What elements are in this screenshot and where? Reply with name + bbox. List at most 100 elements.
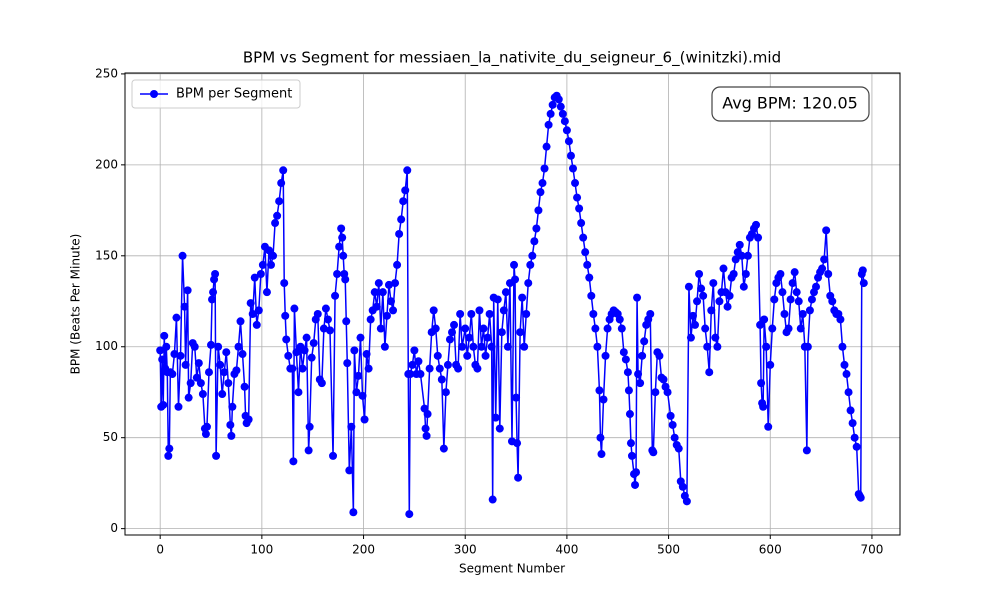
- data-point: [532, 224, 541, 233]
- data-point: [232, 366, 241, 375]
- data-point: [741, 269, 750, 278]
- data-point: [491, 413, 500, 422]
- x-tick-label: 700: [860, 543, 883, 557]
- data-point: [401, 186, 410, 195]
- x-tick-label: 500: [657, 543, 680, 557]
- data-point: [382, 311, 391, 320]
- data-point: [156, 346, 165, 355]
- data-point: [625, 410, 634, 419]
- data-point: [599, 395, 608, 404]
- data-point: [575, 204, 584, 213]
- x-axis-label: Segment Number: [459, 562, 565, 576]
- data-point: [416, 370, 425, 379]
- data-point: [450, 320, 459, 329]
- data-point: [414, 357, 423, 366]
- data-point: [688, 311, 697, 320]
- data-point: [626, 439, 635, 448]
- data-point: [467, 310, 476, 319]
- data-point: [591, 324, 600, 333]
- data-point: [481, 351, 490, 360]
- data-point: [695, 269, 704, 278]
- data-point: [828, 297, 837, 306]
- data-point: [693, 297, 702, 306]
- data-point: [663, 388, 672, 397]
- data-point: [802, 446, 811, 455]
- data-point: [212, 451, 221, 460]
- data-point: [180, 302, 189, 311]
- data-point: [764, 422, 773, 431]
- data-point: [836, 315, 845, 324]
- data-point: [319, 324, 328, 333]
- data-point: [571, 179, 580, 188]
- data-point: [743, 251, 752, 260]
- data-point: [194, 359, 203, 368]
- data-point: [627, 451, 636, 460]
- data-point: [666, 411, 675, 420]
- data-point: [323, 315, 332, 324]
- data-point: [858, 266, 867, 275]
- data-point: [250, 273, 259, 282]
- y-tick-label: 0: [110, 521, 118, 535]
- data-point: [405, 510, 414, 519]
- data-point: [528, 251, 537, 260]
- data-point: [275, 197, 284, 206]
- data-point: [384, 280, 393, 289]
- data-point: [699, 291, 708, 300]
- data-point: [222, 348, 231, 357]
- data-point: [425, 364, 434, 373]
- data-point: [497, 328, 506, 337]
- data-point: [226, 420, 235, 429]
- data-point: [158, 355, 167, 364]
- data-point: [659, 375, 668, 384]
- data-point: [621, 355, 630, 364]
- data-point: [534, 206, 543, 215]
- data-point: [364, 364, 373, 373]
- data-point: [391, 279, 400, 288]
- data-point: [337, 224, 346, 233]
- data-point: [358, 391, 367, 400]
- data-point: [558, 109, 567, 118]
- data-point: [651, 388, 660, 397]
- data-point: [562, 126, 571, 135]
- data-point: [269, 251, 278, 260]
- data-point: [619, 348, 628, 357]
- data-point: [818, 264, 827, 273]
- data-point: [304, 446, 313, 455]
- data-point: [461, 324, 470, 333]
- data-point: [280, 279, 289, 288]
- data-point: [579, 233, 588, 242]
- data-point: [378, 288, 387, 297]
- data-point: [313, 310, 322, 319]
- data-point: [501, 288, 510, 297]
- data-point: [820, 255, 829, 264]
- data-point: [335, 242, 344, 251]
- x-tick-label: 600: [759, 543, 782, 557]
- data-point: [646, 310, 655, 319]
- data-point: [386, 297, 395, 306]
- data-point: [227, 431, 236, 440]
- data-point: [273, 211, 282, 220]
- data-point: [238, 350, 247, 359]
- data-point: [170, 350, 179, 359]
- data-point: [271, 219, 280, 228]
- data-point: [395, 229, 404, 238]
- data-point: [356, 333, 365, 342]
- data-point: [445, 335, 454, 344]
- data-point: [352, 388, 361, 397]
- annotation: Avg BPM: 120.05: [722, 94, 858, 113]
- data-point: [760, 315, 769, 324]
- data-point: [520, 342, 529, 351]
- data-point: [615, 315, 624, 324]
- data-point: [530, 237, 539, 246]
- data-point: [374, 279, 383, 288]
- data-point: [341, 275, 350, 284]
- y-tick-label: 100: [95, 339, 118, 353]
- data-point: [554, 95, 563, 104]
- data-point: [784, 324, 793, 333]
- data-point: [850, 433, 859, 442]
- data-point: [366, 315, 375, 324]
- data-point: [192, 373, 201, 382]
- data-point: [848, 419, 857, 428]
- data-point: [633, 293, 642, 302]
- data-point: [246, 299, 255, 308]
